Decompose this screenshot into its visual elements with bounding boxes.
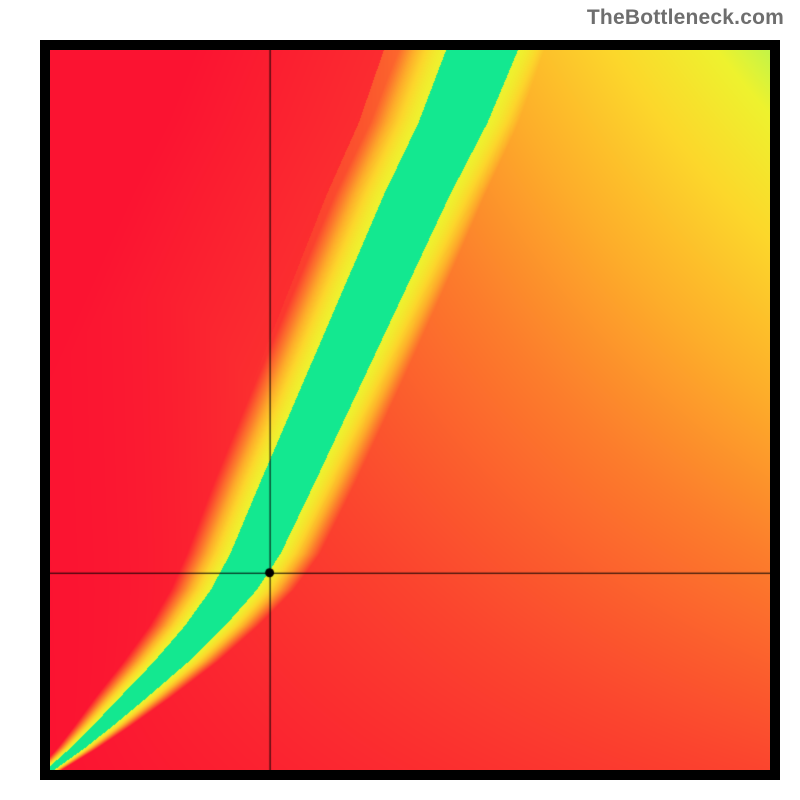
heatmap-canvas: [50, 50, 770, 770]
watermark-text: TheBottleneck.com: [587, 6, 784, 30]
heatmap-chart: [40, 40, 780, 780]
